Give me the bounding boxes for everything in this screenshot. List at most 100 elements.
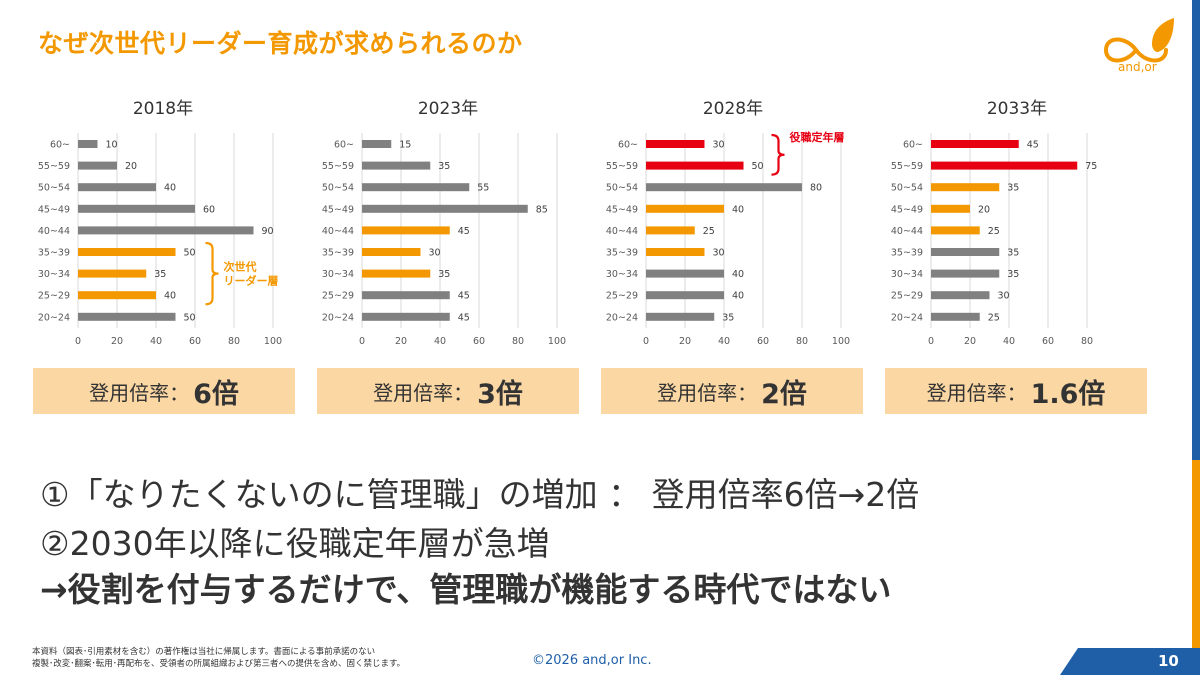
bar <box>362 161 431 170</box>
ratio-value: 3倍 <box>477 378 523 410</box>
bar <box>78 226 254 235</box>
category-label: 60~ <box>334 140 354 151</box>
category-label: 40~44 <box>322 226 354 237</box>
data-label: 80 <box>810 183 822 194</box>
and-or-logo <box>1104 18 1174 63</box>
category-label: 25~29 <box>38 291 70 302</box>
bar <box>931 204 970 213</box>
bar <box>931 248 1000 256</box>
data-label: 35 <box>1007 183 1019 194</box>
category-label: 35~39 <box>322 248 354 259</box>
x-tick-label: 80 <box>512 336 524 347</box>
x-tick-label: 100 <box>832 336 850 347</box>
bar <box>646 312 715 321</box>
category-label: 30~34 <box>322 269 354 280</box>
data-label: 50 <box>184 248 196 259</box>
x-tick-label: 40 <box>150 336 162 347</box>
bar <box>362 312 450 321</box>
bar <box>362 226 450 235</box>
bar <box>646 226 695 235</box>
data-label: 40 <box>732 291 744 302</box>
data-label: 60 <box>203 204 215 215</box>
data-label: 45 <box>1027 140 1039 151</box>
x-tick-label: 20 <box>395 336 407 347</box>
category-label: 25~29 <box>606 291 638 302</box>
data-label: 30 <box>429 248 441 259</box>
ratio-value: 2倍 <box>761 378 807 410</box>
bar <box>78 161 117 170</box>
bar <box>362 248 421 256</box>
bar <box>646 291 724 300</box>
ratio-label: 登用倍率： <box>89 380 190 405</box>
logo-text: and,or <box>1118 60 1157 74</box>
category-label: 50~54 <box>891 183 923 194</box>
bar <box>78 183 156 192</box>
bar <box>78 248 176 256</box>
x-tick-label: 60 <box>189 336 201 347</box>
x-tick-label: 60 <box>473 336 485 347</box>
copyright-notice-line2: 複製･改変･翻案･転用･再配布を、受領者の所属組織および第三者への提供を含め、固… <box>32 659 406 669</box>
data-label: 40 <box>164 183 176 194</box>
x-tick-label: 100 <box>264 336 282 347</box>
x-tick-label: 20 <box>679 336 691 347</box>
data-label: 25 <box>988 226 1000 237</box>
data-label: 25 <box>988 312 1000 323</box>
bar <box>78 291 156 300</box>
category-label: 55~59 <box>322 161 354 172</box>
bar <box>646 140 705 148</box>
bar <box>78 269 147 278</box>
data-label: 40 <box>164 291 176 302</box>
bar <box>78 140 98 148</box>
category-label: 30~34 <box>38 269 70 280</box>
copyright-notice: 本資料（図表･引用素材を含む）の著作権は当社に帰属します。書面による事前承諾のな… <box>32 646 405 670</box>
bar <box>931 312 980 321</box>
x-tick-label: 0 <box>928 336 934 347</box>
page-number-tab <box>1060 648 1200 675</box>
category-label: 50~54 <box>38 183 70 194</box>
bar <box>78 312 176 321</box>
data-label: 25 <box>703 226 715 237</box>
data-label: 20 <box>978 204 990 215</box>
note-3-conclusion: →役割を付与するだけで、管理職が機能する時代ではない <box>40 570 892 609</box>
bar <box>646 204 724 213</box>
bar <box>646 183 802 192</box>
note-1: ①「なりたくないのに管理職」の増加 ： 登用倍率6倍→2倍 <box>40 475 920 514</box>
bar <box>78 204 195 213</box>
slide-title: なぜ次世代リーダー育成が求められるのか <box>38 29 523 58</box>
page-number: 10 <box>1158 652 1179 670</box>
category-label: 35~39 <box>38 248 70 259</box>
category-label: 30~34 <box>891 269 923 280</box>
annotation-label: 役職定年層 <box>789 130 845 144</box>
x-tick-label: 80 <box>1081 336 1093 347</box>
x-tick-label: 40 <box>718 336 730 347</box>
category-label: 30~34 <box>606 269 638 280</box>
right-edge-stripe <box>1192 0 1200 675</box>
data-label: 35 <box>1007 269 1019 280</box>
data-label: 35 <box>1007 248 1019 259</box>
category-label: 45~49 <box>606 204 638 215</box>
category-label: 20~24 <box>606 312 638 323</box>
category-label: 25~29 <box>322 291 354 302</box>
bar <box>931 226 980 235</box>
data-label: 45 <box>458 291 470 302</box>
ratio-label: 登用倍率： <box>373 380 474 405</box>
category-label: 50~54 <box>606 183 638 194</box>
category-label: 35~39 <box>891 248 923 259</box>
annotation-bracket <box>771 133 785 176</box>
category-label: 60~ <box>903 140 923 151</box>
bar <box>931 269 1000 278</box>
x-tick-label: 20 <box>964 336 976 347</box>
category-label: 20~24 <box>891 312 923 323</box>
ratio-label: 登用倍率： <box>926 380 1027 405</box>
bar <box>362 204 528 213</box>
bar <box>362 269 431 278</box>
x-tick-label: 60 <box>757 336 769 347</box>
category-label: 35~39 <box>606 248 638 259</box>
data-label: 15 <box>399 140 411 151</box>
bar <box>931 183 1000 192</box>
data-label: 75 <box>1085 161 1097 172</box>
data-label: 45 <box>458 226 470 237</box>
category-label: 55~59 <box>38 161 70 172</box>
ratio-box-2023: 登用倍率： 3倍 <box>317 368 579 414</box>
data-label: 30 <box>998 291 1010 302</box>
